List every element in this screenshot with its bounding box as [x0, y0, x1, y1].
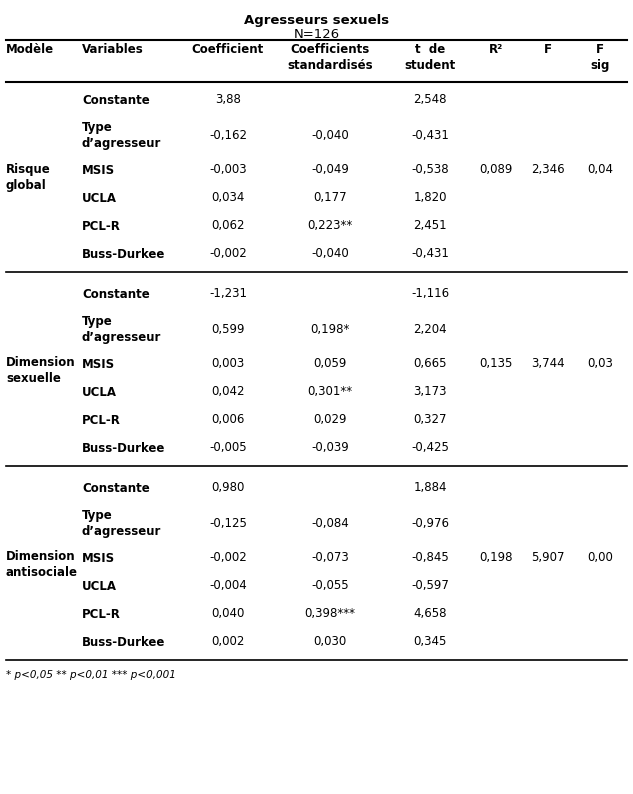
Text: 0,665: 0,665	[413, 357, 447, 371]
Text: MSIS: MSIS	[82, 357, 115, 371]
Text: Buss-Durkee: Buss-Durkee	[82, 635, 165, 649]
Text: 0,599: 0,599	[211, 322, 245, 336]
Text: 0,089: 0,089	[479, 164, 513, 176]
Text: Coefficients
standardisés: Coefficients standardisés	[287, 43, 373, 72]
Text: Buss-Durkee: Buss-Durkee	[82, 441, 165, 454]
Text: -0,597: -0,597	[411, 580, 449, 592]
Text: -0,538: -0,538	[411, 164, 449, 176]
Text: 1,884: 1,884	[413, 481, 447, 495]
Text: 0,301**: 0,301**	[308, 386, 353, 399]
Text: -1,116: -1,116	[411, 287, 449, 300]
Text: Variables: Variables	[82, 43, 144, 56]
Text: Type
d’agresseur: Type d’agresseur	[82, 508, 161, 538]
Text: -0,125: -0,125	[209, 517, 247, 530]
Text: 2,548: 2,548	[413, 94, 447, 106]
Text: PCL-R: PCL-R	[82, 414, 121, 426]
Text: 3,173: 3,173	[413, 386, 447, 399]
Text: Coefficient: Coefficient	[192, 43, 264, 56]
Text: 0,002: 0,002	[211, 635, 245, 649]
Text: Buss-Durkee: Buss-Durkee	[82, 248, 165, 260]
Text: -0,005: -0,005	[209, 441, 247, 454]
Text: UCLA: UCLA	[82, 386, 117, 399]
Text: -1,231: -1,231	[209, 287, 247, 300]
Text: 0,003: 0,003	[211, 357, 244, 371]
Text: PCL-R: PCL-R	[82, 607, 121, 620]
Text: 2,451: 2,451	[413, 219, 447, 233]
Text: 0,177: 0,177	[313, 191, 347, 205]
Text: * p<0,05 ** p<0,01 *** p<0,001: * p<0,05 ** p<0,01 *** p<0,001	[6, 670, 176, 680]
Text: Agresseurs sexuels: Agresseurs sexuels	[244, 14, 389, 27]
Text: -0,040: -0,040	[311, 129, 349, 141]
Text: 0,327: 0,327	[413, 414, 447, 426]
Text: 0,030: 0,030	[313, 635, 347, 649]
Text: -0,162: -0,162	[209, 129, 247, 141]
Text: 0,198: 0,198	[479, 552, 513, 565]
Text: 1,820: 1,820	[413, 191, 447, 205]
Text: F: F	[544, 43, 552, 56]
Text: -0,004: -0,004	[209, 580, 247, 592]
Text: -0,431: -0,431	[411, 129, 449, 141]
Text: 0,345: 0,345	[413, 635, 447, 649]
Text: -0,002: -0,002	[209, 552, 247, 565]
Text: -0,055: -0,055	[311, 580, 349, 592]
Text: 0,223**: 0,223**	[308, 219, 353, 233]
Text: Constante: Constante	[82, 94, 150, 106]
Text: Type
d’agresseur: Type d’agresseur	[82, 314, 161, 344]
Text: N=126: N=126	[294, 28, 339, 41]
Text: 0,034: 0,034	[211, 191, 245, 205]
Text: 0,062: 0,062	[211, 219, 245, 233]
Text: UCLA: UCLA	[82, 580, 117, 592]
Text: 0,059: 0,059	[313, 357, 347, 371]
Text: Modèle: Modèle	[6, 43, 54, 56]
Text: -0,003: -0,003	[209, 164, 247, 176]
Text: R²: R²	[489, 43, 503, 56]
Text: 0,029: 0,029	[313, 414, 347, 426]
Text: 0,398***: 0,398***	[304, 607, 356, 620]
Text: -0,845: -0,845	[411, 552, 449, 565]
Text: -0,425: -0,425	[411, 441, 449, 454]
Text: 0,980: 0,980	[211, 481, 245, 495]
Text: -0,976: -0,976	[411, 517, 449, 530]
Text: Dimension
antisociale: Dimension antisociale	[6, 550, 78, 580]
Text: PCL-R: PCL-R	[82, 219, 121, 233]
Text: MSIS: MSIS	[82, 164, 115, 176]
Text: 0,040: 0,040	[211, 607, 245, 620]
Text: -0,049: -0,049	[311, 164, 349, 176]
Text: 0,00: 0,00	[587, 552, 613, 565]
Text: Type
d’agresseur: Type d’agresseur	[82, 121, 161, 149]
Text: -0,039: -0,039	[311, 441, 349, 454]
Text: t  de
student: t de student	[404, 43, 456, 72]
Text: 3,744: 3,744	[531, 357, 565, 371]
Text: Constante: Constante	[82, 287, 150, 300]
Text: -0,040: -0,040	[311, 248, 349, 260]
Text: 0,04: 0,04	[587, 164, 613, 176]
Text: -0,084: -0,084	[311, 517, 349, 530]
Text: Dimension
sexuelle: Dimension sexuelle	[6, 357, 75, 386]
Text: MSIS: MSIS	[82, 552, 115, 565]
Text: UCLA: UCLA	[82, 191, 117, 205]
Text: Risque
global: Risque global	[6, 163, 51, 191]
Text: 0,006: 0,006	[211, 414, 245, 426]
Text: F
sig: F sig	[591, 43, 610, 72]
Text: -0,073: -0,073	[311, 552, 349, 565]
Text: 0,042: 0,042	[211, 386, 245, 399]
Text: Constante: Constante	[82, 481, 150, 495]
Text: -0,002: -0,002	[209, 248, 247, 260]
Text: 5,907: 5,907	[531, 552, 565, 565]
Text: 2,346: 2,346	[531, 164, 565, 176]
Text: 4,658: 4,658	[413, 607, 447, 620]
Text: 2,204: 2,204	[413, 322, 447, 336]
Text: -0,431: -0,431	[411, 248, 449, 260]
Text: 3,88: 3,88	[215, 94, 241, 106]
Text: 0,135: 0,135	[479, 357, 513, 371]
Text: 0,198*: 0,198*	[310, 322, 349, 336]
Text: 0,03: 0,03	[587, 357, 613, 371]
